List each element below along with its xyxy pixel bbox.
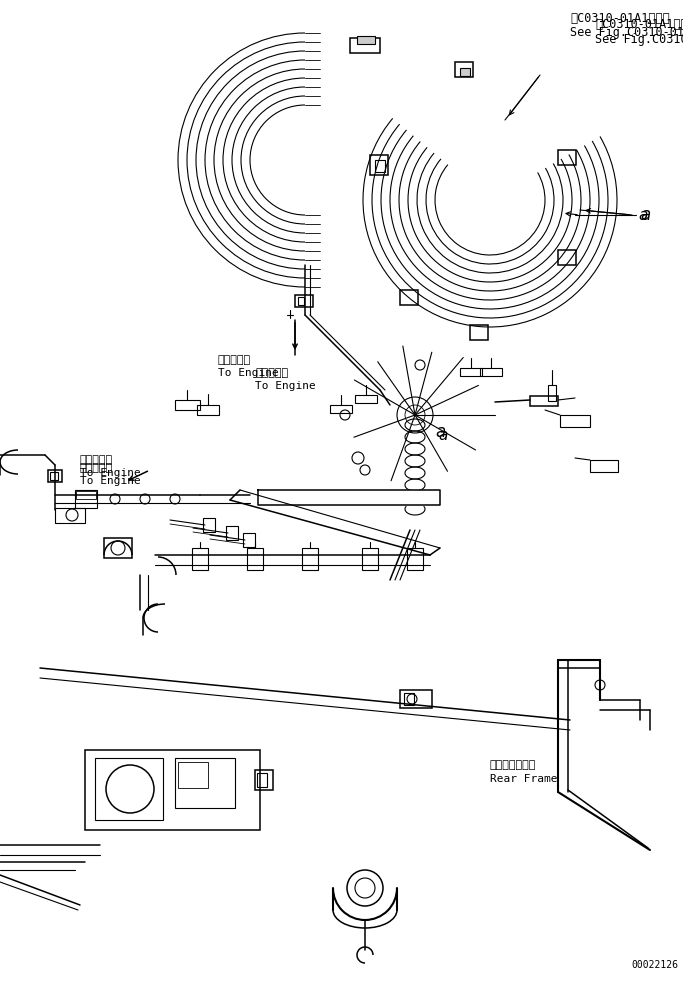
Text: 00022126: 00022126 bbox=[631, 960, 678, 970]
Bar bbox=[558, 250, 576, 265]
Polygon shape bbox=[258, 490, 440, 505]
Bar bbox=[298, 297, 304, 305]
Text: Rear Frame: Rear Frame bbox=[490, 774, 557, 784]
Bar bbox=[407, 548, 423, 570]
Bar bbox=[203, 518, 215, 532]
Bar bbox=[460, 368, 482, 376]
Text: See Fig.C0310-01A1: See Fig.C0310-01A1 bbox=[595, 33, 683, 46]
Bar bbox=[104, 538, 132, 558]
Text: エンジンへ: エンジンへ bbox=[218, 355, 251, 365]
Text: 第C0310-01A1図参照: 第C0310-01A1図参照 bbox=[595, 18, 683, 31]
Bar bbox=[460, 68, 470, 76]
Bar bbox=[48, 470, 62, 482]
Bar bbox=[400, 690, 432, 708]
Bar bbox=[357, 36, 375, 44]
Text: See Fig.C0310-01A1: See Fig.C0310-01A1 bbox=[570, 26, 683, 39]
Text: To Engine: To Engine bbox=[80, 468, 141, 478]
Bar bbox=[226, 526, 238, 540]
Bar bbox=[95, 758, 163, 820]
Bar bbox=[175, 400, 200, 410]
Bar bbox=[470, 325, 488, 340]
Text: To Engine: To Engine bbox=[255, 381, 316, 391]
Bar bbox=[55, 508, 85, 523]
Bar bbox=[76, 491, 96, 499]
Bar bbox=[530, 396, 558, 406]
Text: To Engine: To Engine bbox=[218, 368, 279, 378]
Bar bbox=[400, 290, 418, 305]
Bar bbox=[560, 415, 590, 427]
Text: エンジンへ: エンジンへ bbox=[80, 463, 113, 473]
Bar bbox=[257, 773, 267, 787]
Text: a: a bbox=[435, 423, 445, 441]
Text: リヤーフレーム: リヤーフレーム bbox=[490, 760, 536, 770]
Bar bbox=[455, 62, 473, 77]
Bar bbox=[350, 38, 380, 53]
Bar bbox=[255, 770, 273, 790]
Bar bbox=[243, 533, 255, 547]
Bar bbox=[178, 762, 208, 788]
Text: エンジンへ: エンジンへ bbox=[255, 368, 288, 378]
Bar bbox=[247, 548, 263, 570]
Bar bbox=[404, 693, 414, 705]
Bar bbox=[362, 548, 378, 570]
Bar bbox=[175, 758, 235, 808]
Text: a: a bbox=[638, 207, 647, 223]
Bar bbox=[330, 405, 352, 413]
Text: 第C0310-01A1図参照: 第C0310-01A1図参照 bbox=[570, 12, 670, 25]
Bar bbox=[295, 295, 313, 307]
Bar bbox=[355, 395, 377, 403]
Bar bbox=[197, 405, 219, 415]
Bar bbox=[50, 472, 58, 480]
Bar bbox=[85, 750, 260, 830]
Bar bbox=[558, 150, 576, 165]
Text: a: a bbox=[640, 206, 650, 224]
Bar bbox=[302, 548, 318, 570]
Text: エンジンへ: エンジンへ bbox=[80, 455, 113, 465]
Bar bbox=[375, 160, 385, 172]
Bar bbox=[192, 548, 208, 570]
Bar bbox=[548, 385, 556, 401]
Bar bbox=[370, 155, 388, 175]
Text: To Engine: To Engine bbox=[80, 476, 141, 486]
Bar bbox=[590, 460, 618, 472]
Bar bbox=[75, 490, 97, 508]
Text: a: a bbox=[438, 427, 447, 443]
Bar bbox=[480, 368, 502, 376]
